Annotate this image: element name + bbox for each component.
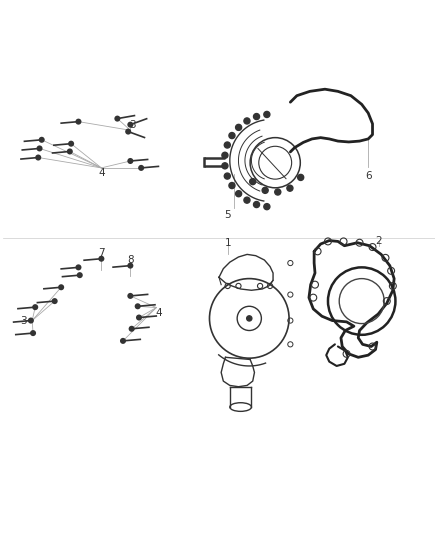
Text: 4: 4 (155, 308, 162, 318)
Circle shape (127, 122, 134, 128)
Circle shape (67, 149, 73, 155)
Circle shape (114, 116, 120, 122)
Circle shape (254, 201, 260, 207)
Circle shape (127, 263, 134, 269)
Circle shape (30, 330, 36, 336)
Circle shape (244, 118, 250, 124)
Circle shape (99, 256, 104, 262)
Circle shape (262, 187, 268, 193)
Circle shape (222, 152, 228, 158)
Circle shape (247, 316, 252, 321)
Circle shape (127, 158, 134, 164)
Text: 2: 2 (376, 237, 382, 246)
Circle shape (229, 182, 235, 189)
Circle shape (275, 189, 281, 195)
Circle shape (35, 155, 41, 160)
Circle shape (77, 272, 83, 278)
Circle shape (229, 133, 235, 139)
Circle shape (75, 264, 81, 270)
Circle shape (287, 185, 293, 191)
Circle shape (36, 146, 42, 151)
Circle shape (264, 111, 270, 117)
Text: 6: 6 (365, 171, 371, 181)
Circle shape (298, 174, 304, 181)
Circle shape (224, 142, 230, 148)
Circle shape (134, 303, 141, 309)
Circle shape (236, 124, 242, 131)
Circle shape (244, 197, 250, 203)
Circle shape (224, 173, 230, 179)
Circle shape (250, 179, 256, 184)
Circle shape (129, 326, 134, 332)
Circle shape (138, 165, 144, 171)
Circle shape (236, 191, 242, 197)
Circle shape (264, 204, 270, 209)
Circle shape (58, 284, 64, 290)
Text: 7: 7 (98, 248, 105, 257)
Text: 4: 4 (98, 168, 105, 178)
Circle shape (52, 298, 58, 304)
Circle shape (28, 318, 34, 324)
Circle shape (75, 119, 81, 125)
Circle shape (32, 304, 38, 310)
Circle shape (39, 137, 45, 143)
Circle shape (125, 128, 131, 135)
Circle shape (136, 314, 142, 320)
Text: 1: 1 (224, 238, 231, 248)
Text: 3: 3 (129, 119, 136, 130)
Circle shape (222, 163, 228, 169)
Text: 8: 8 (127, 255, 134, 264)
Circle shape (254, 114, 260, 119)
Text: 5: 5 (224, 211, 231, 221)
Circle shape (127, 293, 134, 299)
Circle shape (120, 338, 126, 344)
Circle shape (68, 141, 74, 147)
Text: 3: 3 (20, 316, 27, 326)
